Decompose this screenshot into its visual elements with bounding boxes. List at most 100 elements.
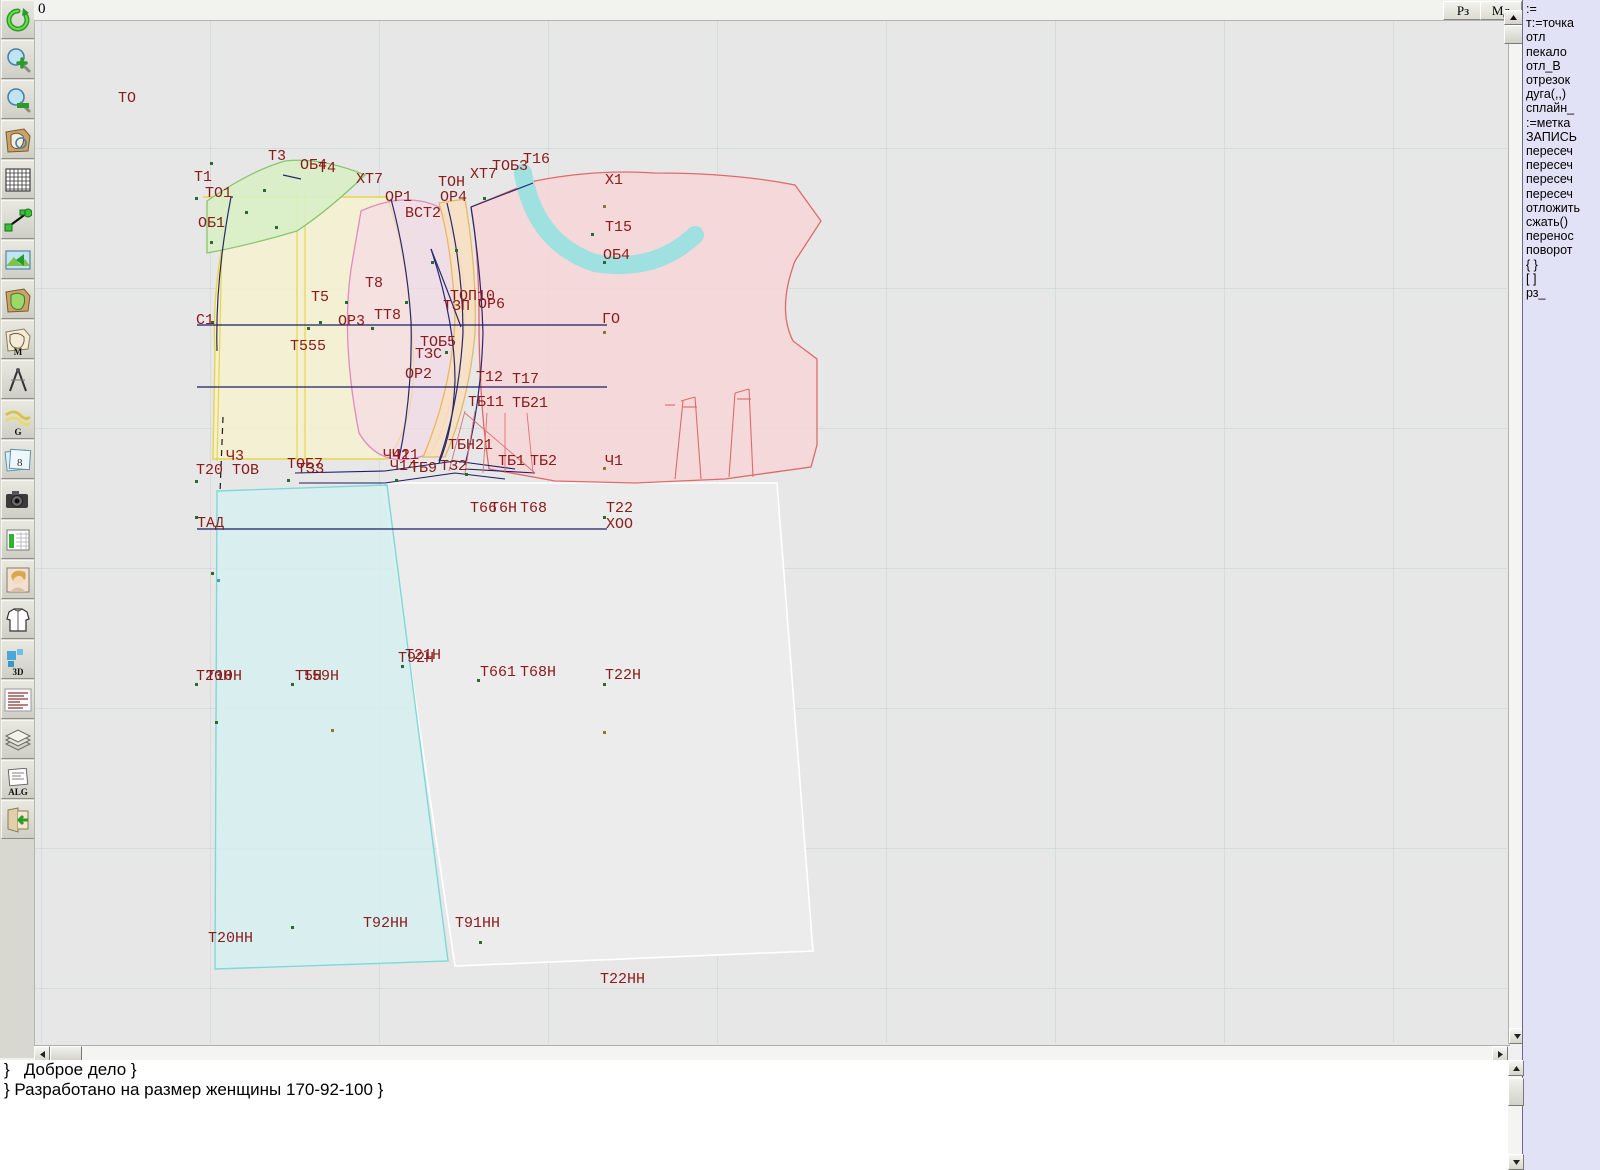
toolbar-label: M: [13, 347, 23, 357]
pattern-folder-icon[interactable]: [1, 120, 35, 159]
command-item[interactable]: пересеч: [1526, 186, 1573, 201]
pattern-point-label: Т22НН: [600, 971, 645, 988]
zoom-out-icon[interactable]: [1, 80, 35, 119]
canvas-vertical-scrollbar[interactable]: [1508, 20, 1525, 1044]
command-item[interactable]: отл_В: [1526, 58, 1561, 73]
pattern-point-label: Х1: [605, 172, 623, 189]
command-item[interactable]: т:=точка: [1526, 16, 1574, 31]
command-item[interactable]: поворот: [1526, 243, 1573, 258]
pattern-point-label: Т20Н: [196, 668, 232, 685]
garment-icon[interactable]: [1, 600, 35, 639]
command-item[interactable]: пересеч: [1526, 158, 1573, 173]
pattern-green-icon[interactable]: [1, 280, 35, 319]
console-scrollbar[interactable]: [1508, 1060, 1524, 1170]
pattern-point-label: Т59Н: [303, 668, 339, 685]
pattern-point-label: ТОН: [438, 174, 465, 191]
grid-icon[interactable]: [1, 160, 35, 199]
model-photo-icon[interactable]: [1, 560, 35, 599]
pattern-point-label: Т22Н: [605, 667, 641, 684]
console-line: } Доброе дело }: [4, 1060, 137, 1079]
command-item[interactable]: :=метка: [1526, 115, 1571, 130]
pattern-point-label: ТОБ5: [420, 334, 456, 351]
compass-icon[interactable]: [1, 360, 35, 399]
pattern-point-label: ХОО: [606, 516, 633, 533]
pattern-point-label: ОР4: [440, 189, 467, 206]
document-list-icon[interactable]: [1, 680, 35, 719]
command-item[interactable]: пересеч: [1526, 172, 1573, 187]
pattern-point-label: ОР3: [338, 313, 365, 330]
spreadsheet-icon[interactable]: [1, 520, 35, 559]
toolbar-label: ALG: [8, 787, 28, 797]
canvas-horizontal-scrollbar[interactable]: [34, 1045, 1508, 1062]
zoom-in-icon[interactable]: [1, 40, 35, 79]
undo-refresh-icon[interactable]: [1, 0, 35, 39]
tape-measure-icon[interactable]: G: [1, 400, 35, 439]
console-output[interactable]: } Доброе дело }} Разработано на размер ж…: [0, 1060, 1522, 1170]
command-item[interactable]: { }: [1526, 257, 1538, 272]
command-item[interactable]: ЗАПИСЬ: [1526, 129, 1577, 144]
pattern-point-label: Т4: [318, 160, 336, 177]
command-item[interactable]: :=: [1526, 2, 1537, 16]
command-item[interactable]: [ ]: [1526, 271, 1537, 286]
svg-text:8: 8: [17, 457, 23, 469]
pattern-point-label: ТЗЗ: [297, 461, 324, 478]
3d-icon[interactable]: 3D: [1, 640, 35, 679]
command-item[interactable]: пекало: [1526, 44, 1567, 59]
command-scroll-up-button[interactable]: [1504, 10, 1523, 25]
pattern-point-label: ТОП10: [450, 288, 495, 305]
pattern-measure-icon[interactable]: M: [1, 320, 35, 359]
toolbar-label: G: [14, 427, 22, 437]
console-scroll-down-button[interactable]: [1508, 1154, 1524, 1170]
books-icon[interactable]: [1, 720, 35, 759]
algorithm-icon[interactable]: ALG: [1, 760, 35, 799]
pattern-point-label: ТО1: [205, 185, 232, 202]
command-item[interactable]: дуга(,,): [1526, 87, 1567, 102]
command-item[interactable]: отложить: [1526, 200, 1580, 215]
pattern-point-label: ТБ21: [512, 395, 548, 412]
pattern-point-label: Т21Н: [405, 647, 441, 664]
command-item[interactable]: перенос: [1526, 229, 1574, 244]
red-fan-lines: [448, 410, 536, 474]
pattern-point-label: Т20: [196, 462, 223, 479]
dashed-center-front: [219, 416, 224, 494]
command-panel[interactable]: := т:=точка отл пекало отл_В отрезок дуга(,,) с…: [1522, 0, 1600, 1170]
command-scroll-thumb[interactable]: [1504, 25, 1523, 44]
rz-button[interactable]: Рз: [1443, 1, 1483, 20]
scroll-down-button[interactable]: [1509, 1028, 1525, 1044]
pattern-canvas[interactable]: ТО Т3 ОБ4 Т4 Т1 ТО1 ОБ1 ХТ7 ОР1 ВСТ2 ХТ7 ТОН ОР4 ТОБ3…: [34, 20, 1510, 1046]
camera-icon[interactable]: [1, 480, 35, 519]
command-item[interactable]: пересеч: [1526, 144, 1573, 159]
pattern-point-label: ОБ4: [300, 157, 327, 174]
pattern-point-label: Т3: [268, 148, 286, 165]
pattern-point-label: ТОВ: [232, 462, 259, 479]
pattern-point-label: Т68: [520, 500, 547, 517]
pattern-point-label: ТТ8: [374, 307, 401, 324]
pattern-point-label: Т5Н: [295, 668, 322, 685]
command-list[interactable]: := т:=точка отл пекало отл_В отрезок дуга(,,) с…: [1525, 2, 1600, 300]
skirt-outer-panel: [382, 482, 814, 967]
image-import-icon[interactable]: [1, 240, 35, 279]
pattern-drawing: ТОТ3ОБ4Т4Т1ТО1ОБ1ХТ7ОР1ВСТ2ХТ7ТОНОР4ТОБ3…: [35, 21, 1507, 1043]
pattern-point-label: ГО: [602, 311, 620, 328]
pattern-point-label: Т91НН: [455, 915, 500, 932]
left-toolbar: M G 8: [0, 0, 35, 1058]
command-item[interactable]: рз_: [1526, 286, 1546, 301]
neckline-arc: [514, 164, 704, 275]
command-item[interactable]: сжать(): [1526, 215, 1568, 230]
drafting-sheets-icon[interactable]: 8: [1, 440, 35, 479]
measure-line-icon[interactable]: [1, 200, 35, 239]
command-item[interactable]: отрезок: [1526, 73, 1571, 88]
back-bodice-piece: [470, 171, 822, 484]
pattern-point-label: Т8: [365, 275, 383, 292]
exit-icon[interactable]: [1, 800, 35, 839]
command-item[interactable]: отл: [1526, 30, 1546, 45]
console-scroll-up-button[interactable]: [1508, 1060, 1524, 1076]
pattern-point-label: Ч1: [605, 453, 623, 470]
command-panel-scroller[interactable]: [1504, 10, 1523, 44]
pattern-point-label: Ч41: [383, 447, 410, 464]
point-markers: [195, 162, 606, 944]
pattern-point-label: ОР2: [405, 366, 432, 383]
console-scroll-thumb[interactable]: [1508, 1078, 1524, 1106]
command-item[interactable]: сплайн_: [1526, 101, 1575, 116]
pattern-point-label: Т1: [194, 169, 212, 186]
